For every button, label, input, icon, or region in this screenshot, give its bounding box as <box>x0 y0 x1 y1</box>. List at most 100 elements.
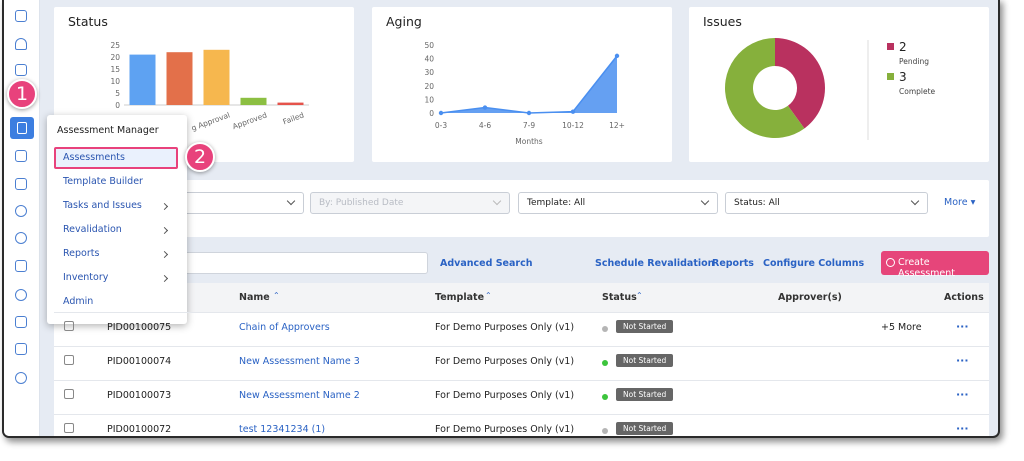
row-name[interactable]: New Assessment Name 3 <box>239 356 360 367</box>
nav-icon[interactable] <box>15 232 27 244</box>
menu-item[interactable]: Tasks and Issues <box>63 200 142 211</box>
column-header: Actions <box>944 292 984 303</box>
callout-badge: 2 <box>185 142 215 172</box>
nav-icon[interactable] <box>15 260 27 272</box>
bar <box>166 52 193 105</box>
status-badge: Not Started <box>616 320 674 333</box>
column-header[interactable]: Template <box>435 292 485 303</box>
y-tick-label: 25 <box>110 41 120 50</box>
y-tick-label: 50 <box>424 41 434 50</box>
menu-item[interactable]: Reports <box>63 248 100 259</box>
nav-icon[interactable] <box>15 150 27 162</box>
row-actions[interactable]: ··· <box>956 320 969 333</box>
date-select: By: Published Date <box>310 192 510 214</box>
status-chart: Status 0 5 10 15 20 25 g Approval Approved Failed <box>68 14 309 133</box>
menu-highlight <box>54 147 178 169</box>
row-name[interactable]: New Assessment Name 2 <box>239 390 360 401</box>
column-header: Approver(s) <box>778 292 842 303</box>
nav-icon[interactable] <box>15 205 27 217</box>
toolbar-link[interactable]: Configure Columns <box>763 258 865 269</box>
select-text: Status: All <box>734 198 780 208</box>
x-tick-label: 0-3 <box>435 121 447 130</box>
menu-item[interactable]: Inventory <box>63 272 109 283</box>
template-select[interactable]: Template: All <box>518 192 718 214</box>
issues-chart: Issues 2 Pending 3 Complete <box>703 14 936 140</box>
more-button[interactable]: More ▾ <box>944 197 976 208</box>
nav-icon[interactable] <box>15 178 27 190</box>
area <box>441 55 617 113</box>
status-dot <box>602 428 608 434</box>
x-tick-label: 4-6 <box>479 121 491 130</box>
aging-card: Aging 0 10 20 30 40 50 0-3 4-6 7-9 10-12 12+ Months <box>372 7 672 162</box>
row-checkbox[interactable] <box>64 355 74 365</box>
menu-item[interactable]: Admin <box>63 296 94 307</box>
y-tick-label: 10 <box>424 95 434 104</box>
status-select[interactable]: Status: All <box>725 192 928 214</box>
nav-icon[interactable] <box>15 38 27 50</box>
y-tick-label: 40 <box>424 55 434 64</box>
nav-icon[interactable] <box>15 64 27 76</box>
select-text: By: Published Date <box>319 198 404 208</box>
nav-icon[interactable] <box>15 289 27 301</box>
legend-label: Complete <box>899 87 936 96</box>
row-name[interactable]: Chain of Approvers <box>239 322 330 333</box>
select-text: Template: All <box>527 198 586 208</box>
toolbar-link[interactable]: Advanced Search <box>440 258 533 269</box>
menu-title: Assessment Manager <box>57 125 159 136</box>
menu-item[interactable]: Template Builder <box>63 176 143 187</box>
x-axis-label: Months <box>515 137 543 146</box>
column-header[interactable]: Name <box>239 292 270 303</box>
row-checkbox[interactable] <box>64 423 74 433</box>
row-actions[interactable]: ··· <box>956 354 969 367</box>
app-window: Status 0 5 10 15 20 25 g Approval Approved Failed… <box>2 0 1000 438</box>
nav-icon[interactable] <box>15 372 27 384</box>
legend-value: 2 <box>899 40 907 54</box>
row-template: For Demo Purposes Only (v1) <box>435 356 575 367</box>
status-badge: Not Started <box>616 422 674 435</box>
status-dot <box>602 360 608 366</box>
x-tick-label: 7-9 <box>523 121 535 130</box>
table-header <box>54 283 989 312</box>
row-name[interactable]: test 12341234 (1) <box>239 424 326 435</box>
status-dot <box>602 326 608 332</box>
legend-swatch <box>887 43 894 50</box>
menu-item[interactable]: Revalidation <box>63 224 122 235</box>
nav-icon[interactable] <box>15 10 27 22</box>
dropdown-menu: Assessment Manager Assessments Template … <box>47 115 187 324</box>
y-tick-label: 5 <box>115 89 120 98</box>
nav-icon[interactable] <box>15 316 27 328</box>
row-id: PID00100073 <box>107 390 172 401</box>
row-template: For Demo Purposes Only (v1) <box>435 322 575 333</box>
aging-chart: Aging 0 10 20 30 40 50 0-3 4-6 7-9 10-12 12+ Months <box>386 14 625 146</box>
legend-value: 3 <box>899 70 907 84</box>
x-tick-label: Failed <box>282 110 306 126</box>
toolbar-link[interactable]: Schedule Revalidation <box>595 258 715 269</box>
create-button[interactable]: Create Assessment <box>881 251 989 279</box>
row-id: PID00100072 <box>107 424 172 435</box>
point <box>438 110 444 116</box>
point <box>614 53 620 59</box>
row-actions[interactable]: ··· <box>956 422 969 435</box>
row-checkbox[interactable] <box>64 321 74 331</box>
bar <box>240 97 267 105</box>
column-header[interactable]: Status <box>602 292 637 303</box>
more-text: More <box>944 197 968 208</box>
y-tick-label: 20 <box>424 82 434 91</box>
menu-item[interactable]: Assessments <box>63 152 125 163</box>
nav-icon-active[interactable] <box>10 117 34 139</box>
chart-title: Issues <box>703 14 742 29</box>
search-input[interactable] <box>174 252 428 274</box>
row-actions[interactable]: ··· <box>956 388 969 401</box>
y-tick-label: 10 <box>110 77 120 86</box>
nav-icon[interactable] <box>15 343 27 355</box>
legend-swatch <box>887 73 894 80</box>
x-tick-label: Approved <box>231 110 268 131</box>
y-tick-label: 20 <box>110 53 120 62</box>
table-row <box>54 414 989 436</box>
bar <box>277 102 304 105</box>
row-checkbox[interactable] <box>64 389 74 399</box>
toolbar-link[interactable]: Reports <box>712 258 754 269</box>
point <box>482 105 488 110</box>
row-id: PID00100075 <box>107 322 172 333</box>
